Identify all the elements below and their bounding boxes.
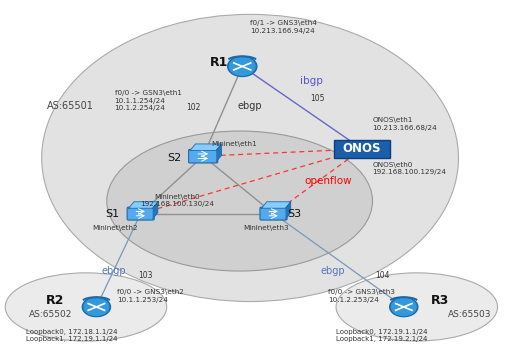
Text: R1: R1: [209, 56, 228, 69]
Ellipse shape: [107, 131, 373, 271]
Text: f0/1 -> GNS3\eth4
10.213.166.94/24: f0/1 -> GNS3\eth4 10.213.166.94/24: [250, 20, 317, 34]
Polygon shape: [190, 144, 221, 150]
Text: ONOS: ONOS: [343, 143, 381, 155]
Text: ebgp: ebgp: [320, 266, 345, 276]
Circle shape: [82, 297, 110, 317]
Polygon shape: [153, 202, 158, 219]
Text: S3: S3: [287, 209, 302, 219]
Text: Loopback0, 172.18.1.1/24
Loopback1, 172.19.1.1/24: Loopback0, 172.18.1.1/24 Loopback1, 172.…: [26, 329, 118, 342]
Polygon shape: [286, 202, 291, 219]
Text: Mininet\eth0
192.168.100.130/24: Mininet\eth0 192.168.100.130/24: [140, 194, 214, 207]
Text: 103: 103: [138, 271, 153, 280]
Text: R2: R2: [45, 294, 64, 307]
Text: 105: 105: [310, 94, 325, 103]
Text: AS:65502: AS:65502: [29, 309, 72, 319]
FancyBboxPatch shape: [260, 207, 287, 220]
Polygon shape: [262, 202, 291, 208]
Text: S2: S2: [167, 153, 182, 163]
Ellipse shape: [336, 273, 498, 341]
Polygon shape: [216, 144, 221, 162]
Text: Loopback0, 172.19.1.1/24
Loopback1, 172.19.2.1/24: Loopback0, 172.19.1.1/24 Loopback1, 172.…: [336, 329, 428, 342]
Ellipse shape: [42, 14, 458, 302]
FancyBboxPatch shape: [334, 140, 390, 158]
Circle shape: [390, 297, 418, 317]
Text: 102: 102: [186, 103, 201, 112]
Circle shape: [228, 56, 257, 76]
Polygon shape: [129, 202, 158, 208]
FancyBboxPatch shape: [189, 149, 218, 163]
Ellipse shape: [5, 273, 167, 341]
Circle shape: [84, 298, 109, 316]
Text: ONOS\eth1
10.213.166.68/24: ONOS\eth1 10.213.166.68/24: [373, 117, 437, 131]
Text: f0/0 -> GNS3\eth3
10.1.2.253/24: f0/0 -> GNS3\eth3 10.1.2.253/24: [328, 289, 395, 303]
Text: AS:65501: AS:65501: [47, 101, 94, 111]
Text: R3: R3: [431, 294, 450, 307]
Text: f0/0 -> GNS3\eth2
10.1.1.253/24: f0/0 -> GNS3\eth2 10.1.1.253/24: [117, 289, 184, 303]
Circle shape: [391, 298, 416, 316]
Text: Mininet\eth1: Mininet\eth1: [211, 141, 257, 146]
FancyBboxPatch shape: [127, 207, 154, 220]
Text: S1: S1: [105, 209, 119, 219]
Text: f0/0 -> GSN3\eth1
10.1.1.254/24
10.1.2.254/24: f0/0 -> GSN3\eth1 10.1.1.254/24 10.1.2.2…: [115, 90, 181, 111]
Text: AS:65503: AS:65503: [448, 309, 491, 319]
Text: ibgp: ibgp: [300, 76, 322, 86]
Text: ebgp: ebgp: [237, 101, 262, 111]
Text: Mininet\eth3: Mininet\eth3: [243, 225, 289, 231]
Text: openflow: openflow: [305, 176, 352, 186]
Text: Mininet\eth2: Mininet\eth2: [92, 225, 138, 231]
Text: ebgp: ebgp: [102, 266, 126, 276]
Text: ONOS\eth0
192.168.100.129/24: ONOS\eth0 192.168.100.129/24: [373, 162, 446, 176]
Text: 104: 104: [375, 271, 390, 280]
Circle shape: [229, 57, 255, 75]
